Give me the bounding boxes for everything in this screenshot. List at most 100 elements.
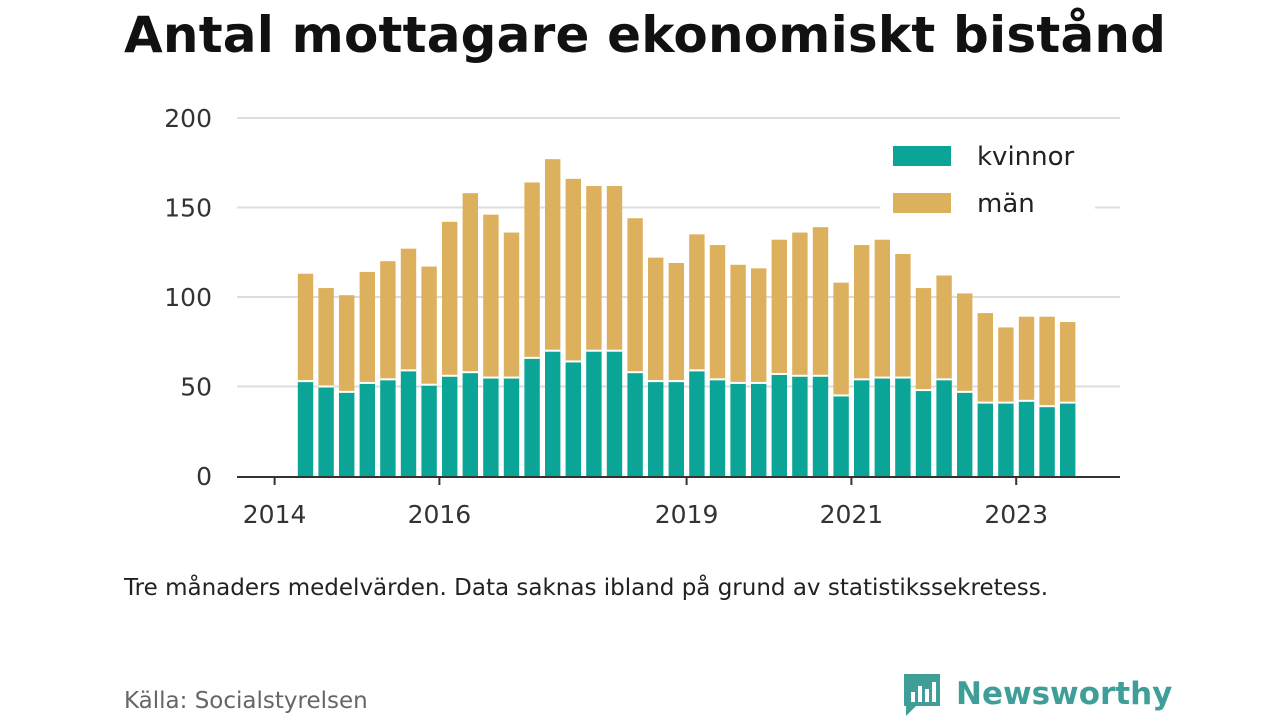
bar-man — [359, 271, 375, 383]
bar-man — [833, 282, 849, 396]
x-tick-label: 2019 — [655, 500, 719, 529]
bar-man — [792, 232, 808, 376]
x-tick-label: 2016 — [408, 500, 472, 529]
bar-man — [895, 254, 911, 378]
bar-kvinnor — [545, 350, 561, 476]
bar-kvinnor — [895, 377, 911, 476]
bar-kvinnor — [297, 381, 314, 476]
x-tick-label: 2014 — [243, 500, 307, 529]
source-text: Källa: Socialstyrelsen — [124, 688, 368, 714]
bar-man — [421, 266, 437, 385]
bar-man — [462, 193, 478, 373]
bar-kvinnor — [380, 379, 396, 476]
bar-man — [318, 288, 334, 387]
y-axis-tick-labels: 0 50 100 150 200 — [164, 104, 212, 491]
bar-man — [545, 159, 561, 351]
y-tick-label: 50 — [180, 373, 212, 402]
bar-kvinnor — [668, 381, 684, 476]
newsworthy-logo-icon — [904, 674, 940, 716]
bar-man — [627, 218, 643, 373]
bar-man — [957, 293, 973, 392]
bar-man — [751, 268, 767, 383]
bar-man — [483, 214, 499, 378]
bar-man — [1018, 316, 1035, 401]
bar-kvinnor — [751, 382, 767, 476]
x-tick-label: 2021 — [820, 500, 884, 529]
bars — [297, 159, 1076, 476]
bar-kvinnor — [730, 382, 746, 476]
bar-kvinnor — [792, 375, 808, 476]
bar-man — [503, 232, 520, 378]
bar-kvinnor — [957, 391, 973, 476]
legend-label-kvinnor: kvinnor — [977, 142, 1075, 172]
bar-man — [648, 257, 664, 382]
bar-man — [668, 262, 684, 382]
bar-man — [998, 327, 1014, 403]
bar-kvinnor — [854, 379, 870, 476]
bar-kvinnor — [874, 377, 890, 476]
bar-kvinnor — [421, 384, 437, 476]
legend: kvinnor män — [880, 134, 1095, 224]
bar-man — [977, 313, 993, 403]
brand-logo[interactable]: Newsworthy — [902, 670, 1172, 718]
bar-kvinnor — [1039, 406, 1055, 476]
bar-kvinnor — [339, 391, 355, 476]
x-axis-ticks: 2014 2016 2019 2021 2023 — [243, 477, 1048, 529]
bar-man — [730, 264, 746, 383]
bar-man — [297, 273, 314, 382]
legend-swatch-man — [893, 193, 951, 213]
y-tick-label: 0 — [196, 462, 212, 491]
bar-man — [874, 239, 890, 378]
y-tick-label: 100 — [164, 283, 212, 312]
bar-kvinnor — [915, 390, 932, 476]
bar-kvinnor — [565, 361, 581, 476]
chart-caption: Tre månaders medelvärden. Data saknas ib… — [124, 575, 1049, 601]
bar-kvinnor — [359, 382, 375, 476]
bar-man — [771, 239, 787, 374]
bar-kvinnor — [1018, 400, 1035, 476]
bar-man — [709, 245, 726, 380]
bar-kvinnor — [812, 375, 829, 476]
bar-man — [606, 186, 623, 351]
bar-man — [854, 245, 870, 380]
legend-swatch-kvinnor — [893, 146, 951, 166]
bar-kvinnor — [400, 370, 417, 476]
bar-kvinnor — [586, 350, 602, 476]
x-tick-label: 2023 — [984, 500, 1048, 529]
bar-kvinnor — [833, 395, 849, 476]
bar-kvinnor — [648, 381, 664, 476]
bar-kvinnor — [936, 379, 952, 476]
bar-kvinnor — [771, 373, 787, 476]
bar-man — [586, 186, 602, 351]
bar-kvinnor — [503, 377, 520, 476]
bar-man — [1039, 316, 1055, 407]
bar-man — [565, 178, 581, 362]
bar-man — [400, 248, 417, 371]
y-tick-label: 200 — [164, 104, 212, 133]
bar-man — [1060, 322, 1076, 403]
legend-label-man: män — [977, 189, 1035, 219]
bar-kvinnor — [977, 402, 993, 476]
bar-kvinnor — [689, 370, 705, 476]
bar-kvinnor — [998, 402, 1014, 476]
y-tick-label: 150 — [164, 194, 212, 223]
bar-kvinnor — [318, 386, 334, 476]
bar-man — [689, 234, 705, 371]
bar-kvinnor — [524, 357, 540, 476]
bar-kvinnor — [606, 350, 623, 476]
bar-kvinnor — [1060, 402, 1076, 476]
bar-kvinnor — [483, 377, 499, 476]
bar-man — [380, 261, 396, 380]
bar-man — [812, 227, 829, 376]
bar-kvinnor — [462, 372, 478, 476]
brand-name: Newsworthy — [956, 676, 1173, 712]
bar-kvinnor — [709, 379, 726, 476]
bar-kvinnor — [442, 375, 458, 476]
bar-man — [339, 295, 355, 392]
chart-title: Antal mottagare ekonomiskt bistånd — [124, 6, 1167, 64]
bar-man — [524, 182, 540, 358]
bar-man — [915, 288, 932, 391]
bar-man — [936, 275, 952, 380]
bar-kvinnor — [627, 372, 643, 476]
